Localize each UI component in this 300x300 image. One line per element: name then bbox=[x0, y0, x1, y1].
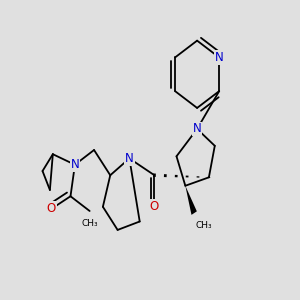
Polygon shape bbox=[185, 186, 197, 215]
Text: N: N bbox=[70, 158, 79, 171]
Text: O: O bbox=[150, 200, 159, 213]
Text: N: N bbox=[193, 122, 202, 136]
Text: N: N bbox=[215, 51, 224, 64]
Text: CH₃: CH₃ bbox=[81, 219, 98, 228]
Text: O: O bbox=[47, 202, 56, 215]
Text: CH₃: CH₃ bbox=[196, 221, 212, 230]
Text: N: N bbox=[125, 152, 134, 165]
